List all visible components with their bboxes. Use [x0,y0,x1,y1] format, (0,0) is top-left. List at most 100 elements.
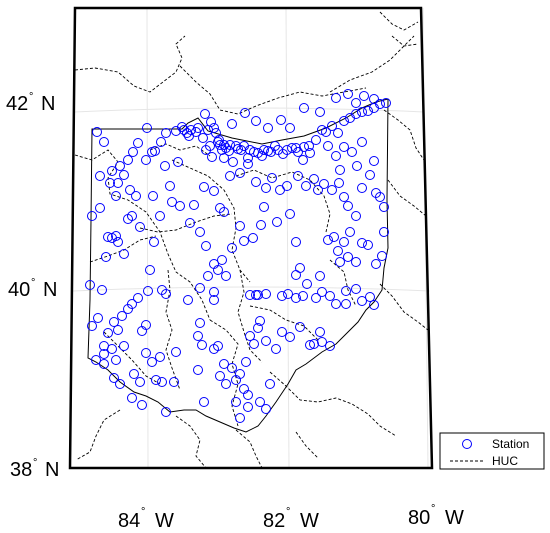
station-marker [321,127,331,137]
station-marker [123,155,133,165]
station-marker [99,359,109,369]
station-marker [339,116,349,126]
huc-line [103,331,161,385]
station-marker [253,323,263,333]
huc-line [383,109,425,161]
station-marker [133,138,143,148]
station-marker [125,185,135,195]
station-marker [95,171,105,181]
station-marker [103,232,113,242]
huc-line [235,429,263,469]
station-marker [173,157,183,167]
station-marker [149,237,159,247]
station-marker [95,203,105,213]
station-marker [271,344,281,354]
station-marker [147,357,157,367]
svg-text:N: N [45,459,59,481]
station-marker [119,170,129,180]
station-marker [311,135,321,145]
station-marker [357,183,367,193]
station-marker [135,222,145,232]
station-marker [235,221,245,231]
station-marker [345,227,355,237]
meridian-82w [285,7,290,469]
station-marker [256,220,266,230]
station-marker [261,404,271,414]
station-marker [283,289,293,299]
station-marker [248,233,258,243]
station-marker [241,357,251,367]
station-marker [213,137,223,147]
station-marker [142,123,152,133]
station-marker [381,98,391,108]
station-marker [111,355,121,365]
station-marker [243,153,253,163]
station-marker [227,243,237,253]
station-marker [351,257,361,267]
svg-text:°: ° [431,503,435,515]
lat-label-42: 42 ° N [6,91,55,115]
station-marker [304,141,314,151]
station-marker [115,161,125,171]
station-marker [155,211,165,221]
map-frame [68,6,434,470]
station-marker [365,292,375,302]
station-marker [277,327,287,337]
station-marker [351,211,361,221]
station-marker [219,153,229,163]
station-marker [305,340,315,350]
station-marker [351,284,361,294]
station-marker [228,157,238,167]
station-marker [179,125,189,135]
station-marker [156,137,166,147]
station-marker [227,119,237,129]
station-marker [111,231,121,241]
svg-text:°: ° [33,457,37,469]
station-marker [128,147,138,157]
legend-huc-label: HUC [492,454,518,468]
station-marker [365,170,375,180]
station-marker [215,140,225,150]
station-marker [219,140,229,150]
station-marker [127,211,137,221]
station-marker [214,135,224,145]
station-marker [105,178,115,188]
station-marker [103,328,113,338]
svg-text:N: N [41,93,55,115]
station-marker [127,393,137,403]
station-marker [97,285,107,295]
station-marker [311,293,321,303]
station-marker [243,159,253,169]
station-marker [325,341,335,351]
station-marker [255,397,265,407]
station-marker [261,289,271,299]
station-marker [351,109,361,119]
station-marker [253,148,263,158]
station-marker [184,131,194,141]
station-marker [227,363,237,373]
station-marker [251,290,261,300]
station-marker [331,299,341,309]
station-marker [91,355,101,365]
station-marker [193,331,203,341]
graticule [72,7,431,469]
station-marker [145,265,155,275]
station-marker [186,125,196,135]
svg-text:°: ° [286,506,290,518]
station-marker [249,339,259,349]
huc-line [165,269,181,391]
station-marker [261,336,271,346]
station-marker [109,373,119,383]
station-marker [327,121,337,131]
station-marker [199,182,209,192]
station-marker [213,341,223,351]
station-marker [107,344,117,354]
station-marker [93,313,103,323]
station-marker [331,151,341,161]
svg-text:°: ° [141,506,145,518]
station-marker [341,286,351,296]
station-marker [343,201,353,211]
station-marker [141,320,151,330]
station-marker [113,178,123,188]
station-marker [209,287,219,297]
